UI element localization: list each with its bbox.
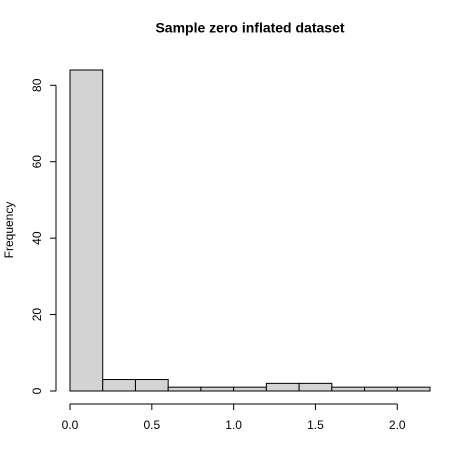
chart-title: Sample zero inflated dataset (155, 20, 344, 36)
y-tick-label: 40 (30, 231, 44, 245)
y-axis-label: Frequency (2, 202, 16, 259)
x-tick-label: 1.0 (225, 418, 242, 432)
bar (298, 382, 333, 392)
bar (69, 69, 104, 392)
bar (233, 386, 267, 392)
bar (331, 386, 366, 392)
x-tick-label: 2.0 (389, 418, 406, 432)
bar (134, 379, 169, 392)
bar (364, 386, 398, 392)
y-tick-label: 0 (30, 387, 44, 394)
y-tick-label: 80 (30, 78, 44, 92)
bar (102, 379, 136, 392)
bar (200, 386, 235, 392)
bar (396, 386, 431, 392)
y-tick-label: 60 (30, 155, 44, 169)
x-tick-label: 1.5 (307, 418, 324, 432)
x-tick-label: 0.0 (62, 418, 79, 432)
bar (167, 386, 202, 392)
bar (265, 382, 300, 392)
y-tick-label: 20 (30, 308, 44, 322)
x-tick-label: 0.5 (143, 418, 160, 432)
